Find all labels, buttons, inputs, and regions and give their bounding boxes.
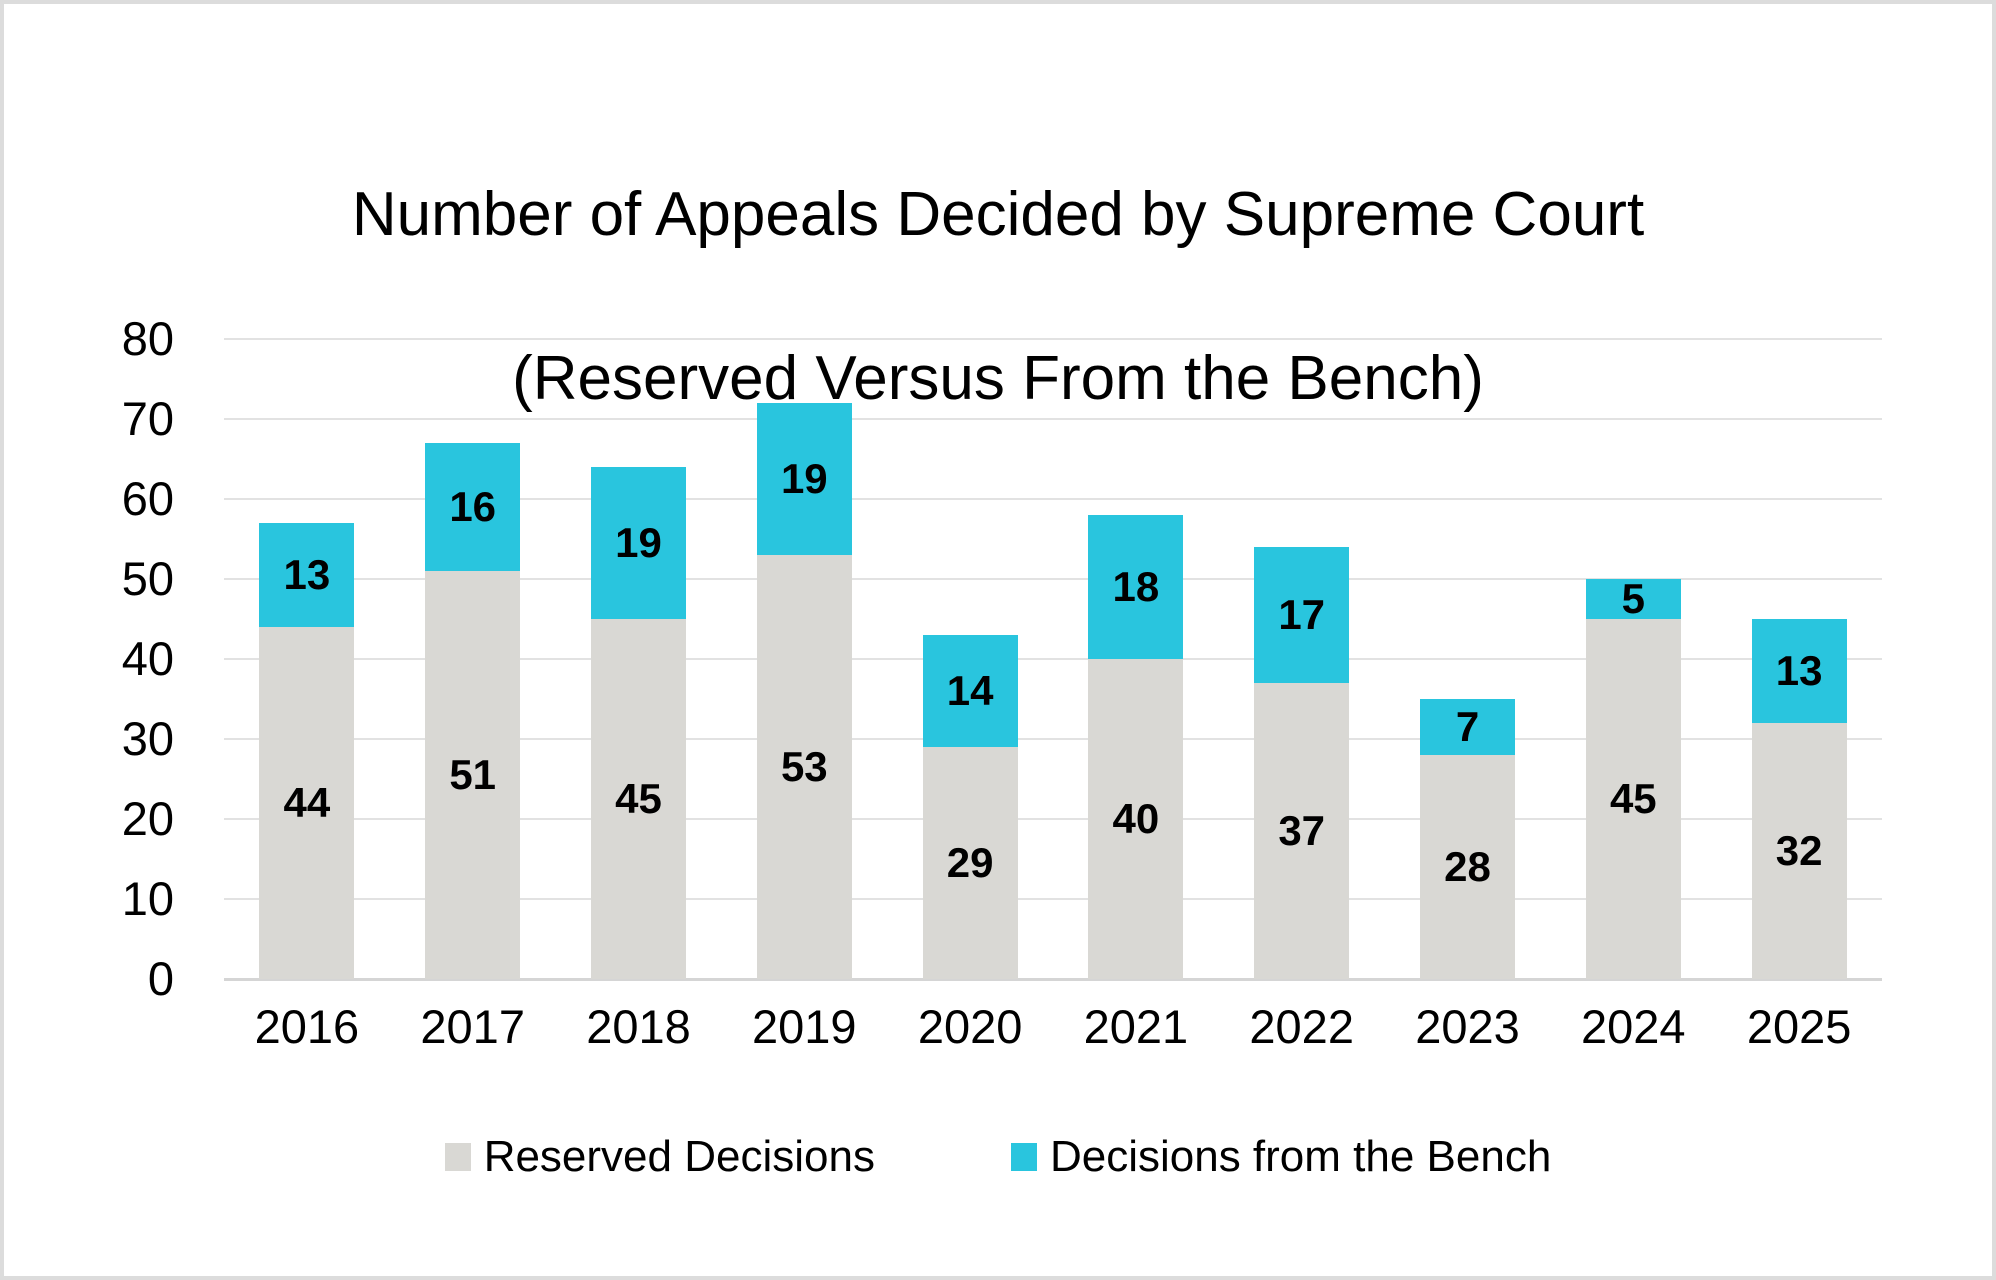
x-axis-label-2016: 2016 [254, 1000, 360, 1053]
x-axis-line [224, 978, 1882, 981]
bar-segment-bench-2016 [259, 523, 355, 627]
data-label-bench-2021: 18 [1112, 563, 1160, 610]
y-axis-label-30: 30 [121, 712, 174, 765]
data-label-bench-2017: 16 [449, 483, 497, 530]
bar-segment-reserved-2017 [425, 571, 521, 979]
data-label-bench-2025: 13 [1775, 647, 1823, 694]
legend-item-reserved: Reserved Decisions [444, 1132, 875, 1182]
y-axis-label-70: 70 [121, 392, 174, 445]
chart-title-line2: (Reserved Versus From the Bench) [512, 344, 1484, 413]
bar-segment-bench-2019 [756, 403, 852, 555]
legend-label-bench: Decisions from the Bench [1049, 1132, 1552, 1181]
legend-swatch-reserved [444, 1143, 471, 1171]
data-label-bench-2018: 19 [615, 519, 662, 566]
gridline-40 [224, 658, 1882, 660]
data-label-reserved-2019: 53 [780, 743, 828, 790]
gridline-60 [224, 498, 1882, 500]
x-axis-label-2017: 2017 [420, 1000, 525, 1053]
chart-title: Number of Appeals Decided by Supreme Cou… [4, 92, 1992, 502]
gridline-30 [224, 738, 1882, 740]
data-label-bench-2019: 19 [780, 455, 828, 502]
data-label-reserved-2024: 45 [1609, 775, 1657, 822]
bar-segment-bench-2018 [591, 467, 686, 619]
plot-area: 0 10 20 30 40 50 60 70 80 44 13 2016 51 16 2017 45 19 201… [122, 315, 1882, 1052]
x-axis-label-2019: 2019 [752, 1000, 857, 1053]
gridline-50 [224, 578, 1882, 580]
y-axis-label-10: 10 [121, 872, 174, 925]
bar-segment-bench-2023 [1420, 699, 1515, 755]
data-label-reserved-2020: 29 [946, 839, 994, 886]
data-label-bench-2016: 13 [283, 551, 331, 598]
bar-segment-bench-2020 [922, 635, 1018, 747]
bar-segment-reserved-2016 [259, 627, 355, 979]
legend-swatch-bench [1010, 1143, 1037, 1171]
data-label-reserved-2025: 32 [1775, 827, 1823, 874]
y-axis-label-40: 40 [121, 632, 174, 685]
gridline-10 [224, 898, 1882, 900]
bar-segment-bench-2024 [1585, 579, 1681, 619]
gridline-70 [224, 418, 1882, 420]
data-label-reserved-2022: 37 [1278, 807, 1326, 854]
y-axis-label-0: 0 [147, 952, 174, 1005]
bar-segment-reserved-2022 [1254, 683, 1350, 979]
data-label-reserved-2016: 44 [283, 779, 331, 826]
data-label-bench-2023: 7 [1455, 703, 1480, 750]
y-axis-label-80: 80 [121, 312, 174, 365]
data-label-bench-2022: 17 [1278, 591, 1326, 638]
x-axis-label-2022: 2022 [1249, 1000, 1354, 1053]
gridline-80 [224, 338, 1882, 340]
data-label-reserved-2021: 40 [1112, 795, 1160, 842]
legend-item-bench: Decisions from the Bench [1010, 1132, 1552, 1182]
chart-title-line1: Number of Appeals Decided by Supreme Cou… [351, 180, 1645, 249]
bar-segment-bench-2021 [1088, 515, 1184, 659]
data-label-bench-2024: 5 [1621, 575, 1645, 622]
bar-segment-reserved-2024 [1585, 619, 1681, 979]
legend-label-reserved: Reserved Decisions [483, 1132, 875, 1181]
x-axis-label-2023: 2023 [1415, 1000, 1520, 1053]
x-axis-label-2025: 2025 [1746, 1000, 1852, 1053]
x-axis-label-2024: 2024 [1581, 1000, 1686, 1053]
data-label-reserved-2018: 45 [615, 775, 662, 822]
data-label-bench-2020: 14 [946, 667, 994, 714]
x-axis-label-2021: 2021 [1083, 1000, 1189, 1053]
bar-segment-reserved-2019 [756, 555, 852, 979]
bar-segment-reserved-2021 [1088, 659, 1184, 979]
bar-segment-bench-2025 [1751, 619, 1847, 723]
bar-segment-reserved-2020 [922, 747, 1018, 979]
bar-segment-bench-2022 [1254, 547, 1350, 683]
bar-segment-reserved-2025 [1751, 723, 1847, 979]
gridline-20 [224, 818, 1882, 820]
y-axis-label-20: 20 [121, 792, 174, 845]
data-label-reserved-2023: 28 [1444, 843, 1491, 890]
data-label-reserved-2017: 51 [449, 751, 497, 798]
x-axis-label-2018: 2018 [586, 1000, 691, 1053]
bar-segment-reserved-2018 [591, 619, 686, 979]
y-axis-label-50: 50 [121, 552, 174, 605]
bar-segment-reserved-2023 [1420, 755, 1515, 979]
y-axis-label-60: 60 [121, 472, 174, 525]
legend: Reserved Decisions Decisions from the Be… [4, 1132, 1992, 1182]
x-axis-label-2020: 2020 [917, 1000, 1023, 1053]
bar-segment-bench-2017 [425, 443, 521, 571]
